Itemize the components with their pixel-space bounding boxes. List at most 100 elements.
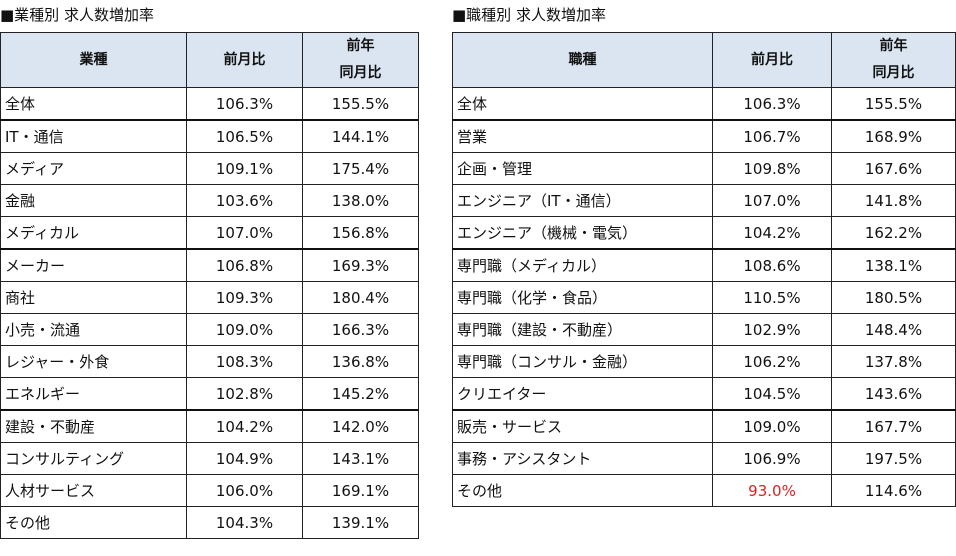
row-mom: 102.8% [186, 377, 303, 411]
table-row: その他 104.3% 139.1% [0, 506, 419, 539]
table-row: 専門職（化学・食品） 110.5% 180.5% [452, 281, 956, 314]
row-label: 事務・アシスタント [452, 442, 713, 475]
job-type-header-mom: 前月比 [712, 32, 832, 88]
row-yoy: 167.7% [831, 409, 956, 443]
table-row: 専門職（メディカル） 108.6% 138.1% [452, 248, 956, 282]
industry-header-yoy-line2: 同月比 [339, 65, 382, 81]
job-type-header-category: 職種 [452, 32, 713, 88]
row-yoy: 168.9% [831, 119, 956, 153]
table-row: その他 93.0% 114.6% [452, 474, 956, 507]
industry-header-mom: 前月比 [186, 32, 303, 88]
row-label: 専門職（メディカル） [452, 248, 713, 282]
row-label: エネルギー [0, 377, 187, 411]
row-mom: 106.3% [186, 87, 303, 121]
row-yoy: 180.4% [302, 281, 419, 314]
job-type-table-header: 職種 前月比 前年 同月比 [452, 32, 956, 88]
row-yoy: 141.8% [831, 184, 956, 217]
job-type-table: 職種 前月比 前年 同月比 全体 106.3% 155.5% 営業 106.7% [452, 32, 956, 507]
row-mom: 109.0% [712, 409, 832, 443]
row-mom: 109.1% [186, 152, 303, 185]
table-row: レジャー・外食 108.3% 136.8% [0, 345, 419, 378]
row-yoy: 175.4% [302, 152, 419, 185]
row-label: IT・通信 [0, 119, 187, 153]
row-label: メディア [0, 152, 187, 185]
table-row: 事務・アシスタント 106.9% 197.5% [452, 442, 956, 475]
row-yoy: 143.6% [831, 377, 956, 411]
table-row: メーカー 106.8% 169.3% [0, 248, 419, 282]
table-row: 全体 106.3% 155.5% [452, 87, 956, 121]
row-label: メーカー [0, 248, 187, 282]
row-mom: 106.8% [186, 248, 303, 282]
row-mom: 107.0% [186, 216, 303, 250]
table-row: 専門職（コンサル・金融） 106.2% 137.8% [452, 345, 956, 378]
industry-header-category: 業種 [0, 32, 187, 88]
row-label: 商社 [0, 281, 187, 314]
table-row: メディア 109.1% 175.4% [0, 152, 419, 185]
row-label: 専門職（化学・食品） [452, 281, 713, 314]
row-mom: 104.3% [186, 506, 303, 539]
row-mom: 106.9% [712, 442, 832, 475]
row-label: 人材サービス [0, 474, 187, 507]
row-mom: 109.3% [186, 281, 303, 314]
table-row: 専門職（建設・不動産） 102.9% 148.4% [452, 313, 956, 346]
row-yoy: 197.5% [831, 442, 956, 475]
row-yoy: 137.8% [831, 345, 956, 378]
row-mom: 109.8% [712, 152, 832, 185]
table-row: メディカル 107.0% 156.8% [0, 216, 419, 250]
row-mom: 103.6% [186, 184, 303, 217]
row-yoy: 155.5% [831, 87, 956, 121]
row-yoy: 166.3% [302, 313, 419, 346]
row-label: 全体 [452, 87, 713, 121]
table-row: 建設・不動産 104.2% 142.0% [0, 409, 419, 443]
row-label: 全体 [0, 87, 187, 121]
table-row: 販売・サービス 109.0% 167.7% [452, 409, 956, 443]
row-mom: 104.2% [712, 216, 832, 250]
table-row: 企画・管理 109.8% 167.6% [452, 152, 956, 185]
row-yoy: 155.5% [302, 87, 419, 121]
row-label: その他 [0, 506, 187, 539]
row-label: 企画・管理 [452, 152, 713, 185]
row-yoy: 136.8% [302, 345, 419, 378]
industry-header-yoy-line1: 前年 [346, 38, 375, 54]
industry-block: ■業種別 求人数増加率 業種 前月比 前年 同月比 全体 106.3% 155.… [0, 0, 420, 539]
row-label: その他 [452, 474, 713, 507]
row-mom: 102.9% [712, 313, 832, 346]
row-label: 販売・サービス [452, 409, 713, 443]
row-mom: 106.0% [186, 474, 303, 507]
table-row: 小売・流通 109.0% 166.3% [0, 313, 419, 346]
industry-table-title: ■業種別 求人数増加率 [0, 6, 154, 24]
table-row: エネルギー 102.8% 145.2% [0, 377, 419, 411]
row-mom: 104.9% [186, 442, 303, 475]
job-type-header-yoy: 前年 同月比 [831, 32, 956, 88]
row-mom: 106.7% [712, 119, 832, 153]
row-label: 金融 [0, 184, 187, 217]
row-label: 建設・不動産 [0, 409, 187, 443]
table-row: エンジニア（機械・電気） 104.2% 162.2% [452, 216, 956, 250]
row-yoy: 169.3% [302, 248, 419, 282]
table-row: クリエイター 104.5% 143.6% [452, 377, 956, 411]
row-label: エンジニア（機械・電気） [452, 216, 713, 250]
industry-header-yoy: 前年 同月比 [302, 32, 419, 88]
row-mom: 110.5% [712, 281, 832, 314]
row-mom: 104.5% [712, 377, 832, 411]
job-type-header-yoy-line2: 同月比 [872, 65, 915, 81]
row-mom: 106.5% [186, 119, 303, 153]
row-label: コンサルティング [0, 442, 187, 475]
row-yoy: 142.0% [302, 409, 419, 443]
row-yoy: 145.2% [302, 377, 419, 411]
row-yoy: 180.5% [831, 281, 956, 314]
row-mom: 107.0% [712, 184, 832, 217]
job-type-table-title: ■職種別 求人数増加率 [452, 6, 606, 24]
table-row: コンサルティング 104.9% 143.1% [0, 442, 419, 475]
row-yoy: 169.1% [302, 474, 419, 507]
row-label: レジャー・外食 [0, 345, 187, 378]
row-label: 営業 [452, 119, 713, 153]
row-label: メディカル [0, 216, 187, 250]
table-row: IT・通信 106.5% 144.1% [0, 119, 419, 153]
row-mom: 108.6% [712, 248, 832, 282]
industry-table-header: 業種 前月比 前年 同月比 [0, 32, 419, 88]
row-mom: 108.3% [186, 345, 303, 378]
row-label: クリエイター [452, 377, 713, 411]
industry-table: 業種 前月比 前年 同月比 全体 106.3% 155.5% IT・通信 106… [0, 32, 419, 539]
